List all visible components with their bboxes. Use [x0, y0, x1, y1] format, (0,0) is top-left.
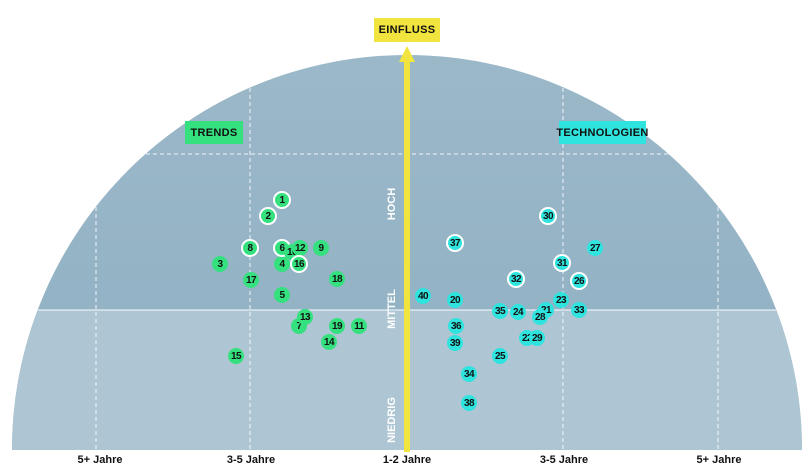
x-label: 5+ Jahre [77, 454, 123, 466]
quadrant-label-trends: TRENDS [185, 121, 243, 144]
trend-point-18[interactable]: 18 [329, 271, 345, 287]
trend-point-13[interactable]: 13 [297, 309, 313, 325]
x-label: 3-5 Jahre [226, 454, 276, 466]
technology-point-40[interactable]: 40 [415, 288, 431, 304]
technology-point-24[interactable]: 24 [510, 304, 526, 320]
technology-point-32[interactable]: 32 [507, 270, 525, 288]
trend-point-4[interactable]: 4 [274, 256, 290, 272]
technology-point-27[interactable]: 27 [587, 240, 603, 256]
technology-point-35[interactable]: 35 [492, 303, 508, 319]
trend-point-9[interactable]: 9 [313, 240, 329, 256]
technology-point-37[interactable]: 37 [446, 234, 464, 252]
x-label: 1-2 Jahre [382, 454, 432, 466]
arrow-up-icon [399, 46, 415, 62]
technology-point-39[interactable]: 39 [447, 335, 463, 351]
level-high: HOCH [386, 187, 398, 221]
technology-point-28[interactable]: 28 [532, 309, 548, 325]
trend-point-15[interactable]: 15 [228, 348, 244, 364]
trend-point-2[interactable]: 2 [259, 207, 277, 225]
technology-point-31[interactable]: 31 [553, 254, 571, 272]
technology-point-30[interactable]: 30 [539, 207, 557, 225]
trend-point-19[interactable]: 19 [329, 318, 345, 334]
level-mid: MITTEL [386, 289, 398, 329]
trend-point-17[interactable]: 17 [243, 272, 259, 288]
technology-point-26[interactable]: 26 [570, 272, 588, 290]
trend-point-12[interactable]: 12 [292, 240, 308, 256]
x-label: 3-5 Jahre [539, 454, 589, 466]
technology-point-33[interactable]: 33 [571, 302, 587, 318]
technology-point-25[interactable]: 25 [492, 348, 508, 364]
technology-point-38[interactable]: 38 [461, 395, 477, 411]
technology-point-36[interactable]: 36 [448, 318, 464, 334]
axis-label-einfluss: EINFLUSS [374, 18, 440, 42]
influence-axis [404, 60, 410, 452]
quadrant-label-technologies: TECHNOLOGIEN [556, 121, 648, 144]
trend-point-8[interactable]: 8 [241, 239, 259, 257]
technology-point-29[interactable]: 29 [529, 330, 545, 346]
trend-point-16[interactable]: 16 [290, 255, 308, 273]
technology-point-20[interactable]: 20 [447, 292, 463, 308]
technology-point-34[interactable]: 34 [461, 366, 477, 382]
trend-point-3[interactable]: 3 [212, 256, 228, 272]
trend-point-11[interactable]: 11 [351, 318, 367, 334]
x-label: 5+ Jahre [696, 454, 742, 466]
level-low: NIEDRIG [386, 397, 398, 443]
trend-point-1[interactable]: 1 [273, 191, 291, 209]
technology-point-23[interactable]: 23 [553, 292, 569, 308]
trend-point-14[interactable]: 14 [321, 334, 337, 350]
trend-point-5[interactable]: 5 [274, 287, 290, 303]
